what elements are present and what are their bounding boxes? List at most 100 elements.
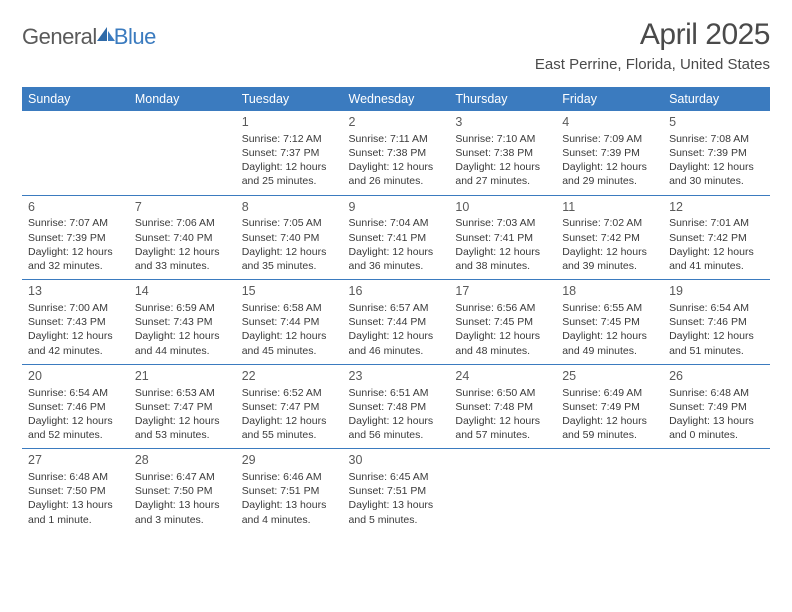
- day-number: 18: [562, 283, 657, 300]
- sunrise-line: Sunrise: 6:57 AM: [349, 301, 444, 315]
- sunrise-line: Sunrise: 6:47 AM: [135, 470, 230, 484]
- daylight-line: and 59 minutes.: [562, 428, 657, 442]
- calendar-cell: 9Sunrise: 7:04 AMSunset: 7:41 PMDaylight…: [343, 195, 450, 280]
- daylight-line: Daylight: 12 hours: [455, 414, 550, 428]
- daylight-line: Daylight: 13 hours: [28, 498, 123, 512]
- daylight-line: Daylight: 12 hours: [669, 245, 764, 259]
- day-header: Saturday: [663, 87, 770, 111]
- daylight-line: Daylight: 12 hours: [455, 329, 550, 343]
- daylight-line: and 33 minutes.: [135, 259, 230, 273]
- sunset-line: Sunset: 7:48 PM: [455, 400, 550, 414]
- day-number: 26: [669, 368, 764, 385]
- day-number: 25: [562, 368, 657, 385]
- daylight-line: Daylight: 12 hours: [242, 329, 337, 343]
- day-number: 13: [28, 283, 123, 300]
- daylight-line: Daylight: 12 hours: [242, 160, 337, 174]
- calendar-cell: 19Sunrise: 6:54 AMSunset: 7:46 PMDayligh…: [663, 280, 770, 365]
- calendar-cell: 17Sunrise: 6:56 AMSunset: 7:45 PMDayligh…: [449, 280, 556, 365]
- daylight-line: and 49 minutes.: [562, 344, 657, 358]
- calendar-cell: 10Sunrise: 7:03 AMSunset: 7:41 PMDayligh…: [449, 195, 556, 280]
- daylight-line: Daylight: 12 hours: [669, 329, 764, 343]
- day-number: 22: [242, 368, 337, 385]
- sunset-line: Sunset: 7:39 PM: [28, 231, 123, 245]
- calendar-cell: 8Sunrise: 7:05 AMSunset: 7:40 PMDaylight…: [236, 195, 343, 280]
- month-title: April 2025: [535, 18, 770, 52]
- daylight-line: Daylight: 12 hours: [562, 414, 657, 428]
- daylight-line: and 55 minutes.: [242, 428, 337, 442]
- sunrise-line: Sunrise: 7:01 AM: [669, 216, 764, 230]
- sunset-line: Sunset: 7:46 PM: [28, 400, 123, 414]
- sunset-line: Sunset: 7:40 PM: [135, 231, 230, 245]
- daylight-line: and 45 minutes.: [242, 344, 337, 358]
- daylight-line: and 35 minutes.: [242, 259, 337, 273]
- daylight-line: and 1 minute.: [28, 513, 123, 527]
- brand-logo: General Blue: [22, 18, 156, 50]
- sunrise-line: Sunrise: 7:11 AM: [349, 132, 444, 146]
- day-number: 28: [135, 452, 230, 469]
- calendar-week: 13Sunrise: 7:00 AMSunset: 7:43 PMDayligh…: [22, 280, 770, 365]
- sunset-line: Sunset: 7:48 PM: [349, 400, 444, 414]
- daylight-line: and 30 minutes.: [669, 174, 764, 188]
- brand-sail-icon: [96, 26, 116, 49]
- sunrise-line: Sunrise: 6:46 AM: [242, 470, 337, 484]
- calendar-cell: 14Sunrise: 6:59 AMSunset: 7:43 PMDayligh…: [129, 280, 236, 365]
- day-number: 19: [669, 283, 764, 300]
- daylight-line: Daylight: 12 hours: [28, 329, 123, 343]
- sunset-line: Sunset: 7:46 PM: [669, 315, 764, 329]
- daylight-line: Daylight: 12 hours: [562, 245, 657, 259]
- sunrise-line: Sunrise: 7:03 AM: [455, 216, 550, 230]
- calendar-page: General Blue April 2025 East Perrine, Fl…: [0, 0, 792, 543]
- day-number: 1: [242, 114, 337, 131]
- calendar-head: SundayMondayTuesdayWednesdayThursdayFrid…: [22, 87, 770, 111]
- daylight-line: and 26 minutes.: [349, 174, 444, 188]
- sunset-line: Sunset: 7:42 PM: [562, 231, 657, 245]
- day-number: 16: [349, 283, 444, 300]
- sunset-line: Sunset: 7:51 PM: [242, 484, 337, 498]
- day-header: Sunday: [22, 87, 129, 111]
- sunrise-line: Sunrise: 6:56 AM: [455, 301, 550, 315]
- calendar-cell: 1Sunrise: 7:12 AMSunset: 7:37 PMDaylight…: [236, 111, 343, 195]
- calendar-cell: [22, 111, 129, 195]
- day-number: 8: [242, 199, 337, 216]
- sunrise-line: Sunrise: 6:51 AM: [349, 386, 444, 400]
- sunrise-line: Sunrise: 6:58 AM: [242, 301, 337, 315]
- day-number: 30: [349, 452, 444, 469]
- daylight-line: and 42 minutes.: [28, 344, 123, 358]
- day-header: Wednesday: [343, 87, 450, 111]
- sunrise-line: Sunrise: 7:06 AM: [135, 216, 230, 230]
- daylight-line: Daylight: 13 hours: [135, 498, 230, 512]
- calendar-cell: 2Sunrise: 7:11 AMSunset: 7:38 PMDaylight…: [343, 111, 450, 195]
- day-number: 12: [669, 199, 764, 216]
- day-header: Thursday: [449, 87, 556, 111]
- sunset-line: Sunset: 7:40 PM: [242, 231, 337, 245]
- day-number: 27: [28, 452, 123, 469]
- day-number: 14: [135, 283, 230, 300]
- calendar-cell: 28Sunrise: 6:47 AMSunset: 7:50 PMDayligh…: [129, 449, 236, 533]
- sunrise-line: Sunrise: 7:02 AM: [562, 216, 657, 230]
- day-number: 2: [349, 114, 444, 131]
- sunrise-line: Sunrise: 6:45 AM: [349, 470, 444, 484]
- sunrise-line: Sunrise: 6:48 AM: [669, 386, 764, 400]
- day-number: 3: [455, 114, 550, 131]
- calendar-cell: 22Sunrise: 6:52 AMSunset: 7:47 PMDayligh…: [236, 364, 343, 449]
- daylight-line: Daylight: 12 hours: [349, 160, 444, 174]
- daylight-line: and 48 minutes.: [455, 344, 550, 358]
- day-header: Monday: [129, 87, 236, 111]
- sunset-line: Sunset: 7:41 PM: [455, 231, 550, 245]
- calendar-week: 20Sunrise: 6:54 AMSunset: 7:46 PMDayligh…: [22, 364, 770, 449]
- daylight-line: Daylight: 12 hours: [562, 160, 657, 174]
- day-number: 24: [455, 368, 550, 385]
- daylight-line: Daylight: 12 hours: [242, 414, 337, 428]
- sunrise-line: Sunrise: 7:09 AM: [562, 132, 657, 146]
- calendar-cell: 24Sunrise: 6:50 AMSunset: 7:48 PMDayligh…: [449, 364, 556, 449]
- daylight-line: and 53 minutes.: [135, 428, 230, 442]
- daylight-line: Daylight: 12 hours: [28, 245, 123, 259]
- sunrise-line: Sunrise: 6:55 AM: [562, 301, 657, 315]
- daylight-line: Daylight: 13 hours: [669, 414, 764, 428]
- sunset-line: Sunset: 7:42 PM: [669, 231, 764, 245]
- daylight-line: and 32 minutes.: [28, 259, 123, 273]
- sunset-line: Sunset: 7:47 PM: [135, 400, 230, 414]
- calendar-cell: [663, 449, 770, 533]
- calendar-cell: 7Sunrise: 7:06 AMSunset: 7:40 PMDaylight…: [129, 195, 236, 280]
- daylight-line: and 0 minutes.: [669, 428, 764, 442]
